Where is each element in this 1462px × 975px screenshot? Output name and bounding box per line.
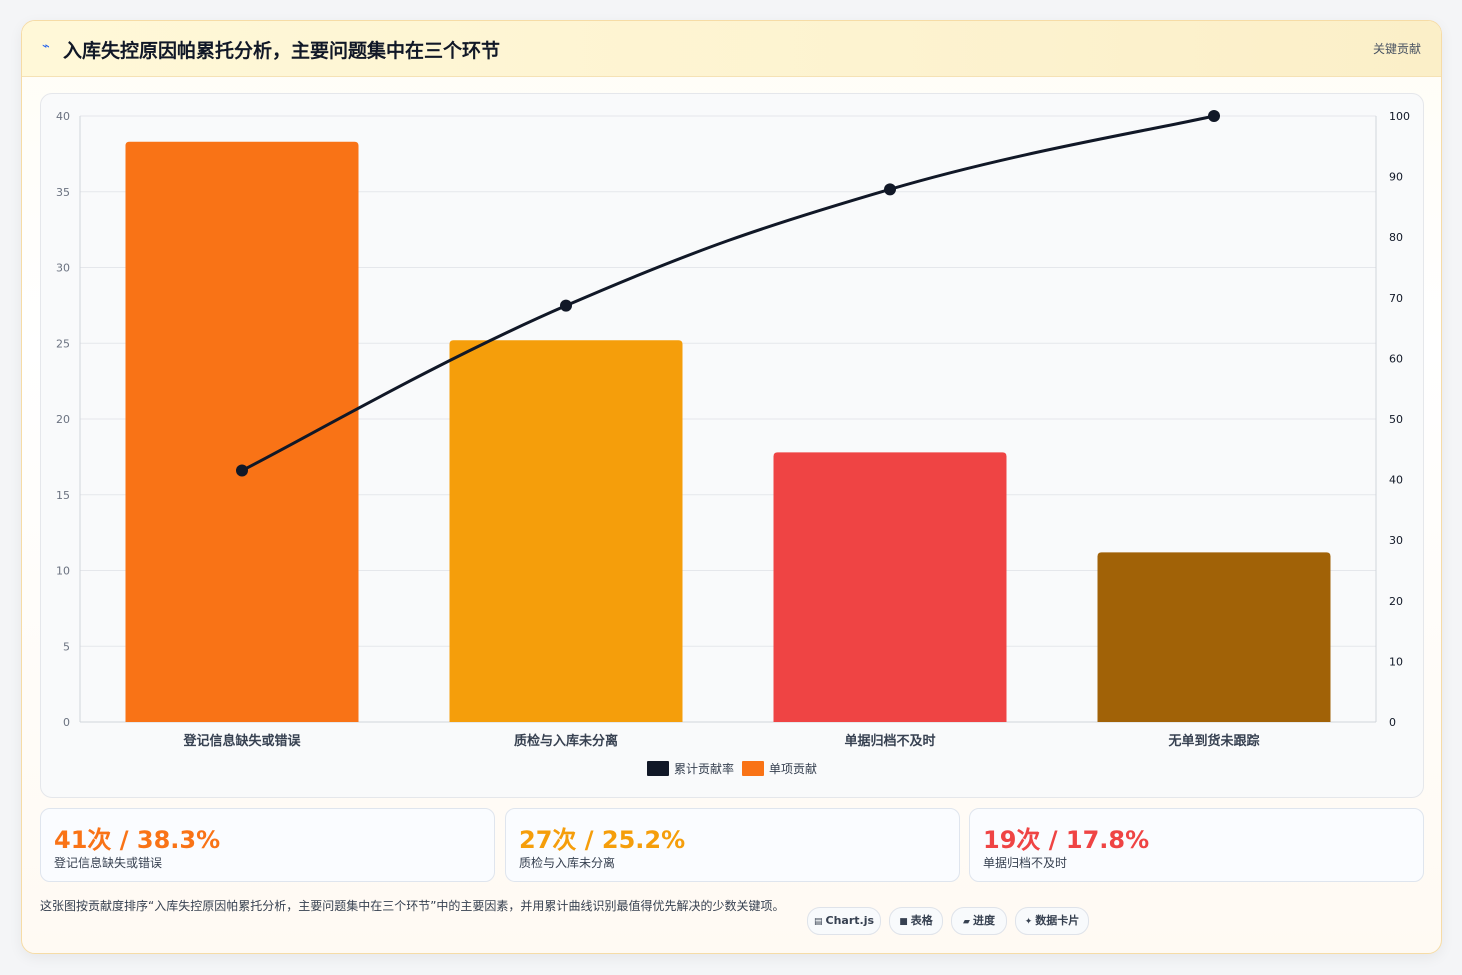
- chip-progress[interactable]: ▰ 进度: [951, 907, 1007, 935]
- y-left-tick-label: 0: [63, 716, 70, 729]
- legend-label: 单项贡献: [769, 761, 817, 776]
- chip-chartjs[interactable]: ▤ Chart.js: [807, 907, 881, 935]
- bar: [125, 141, 359, 722]
- chart-card: ⌁ 入库失控原因帕累托分析，主要问题集中在三个环节 关键贡献 0 5 10 15 20 2…: [21, 20, 1442, 954]
- y-right-tick-label: 50: [1389, 413, 1403, 426]
- bar: [449, 340, 683, 722]
- legend-swatch: [647, 761, 669, 776]
- y-right-tick-label: 60: [1389, 352, 1403, 365]
- stat-value: 27次 / 25.2%: [519, 826, 686, 854]
- bar: [1097, 552, 1331, 722]
- y-right-tick-label: 20: [1389, 595, 1403, 608]
- y-right-tick-label: 30: [1389, 534, 1403, 547]
- chart-description: 这张图按贡献度排序“入库失控原因帕累托分析，主要问题集中在三个环节”中的主要因素…: [40, 899, 785, 913]
- cumulative-line: [241, 114, 1215, 472]
- y-left-tick-label: 10: [56, 565, 70, 578]
- page-title: 入库失控原因帕累托分析，主要问题集中在三个环节: [63, 40, 501, 62]
- cumulative-point: [1208, 110, 1220, 122]
- cumulative-point: [560, 299, 572, 312]
- cumulative-point: [884, 183, 896, 196]
- y-left-tick-label: 30: [56, 262, 70, 275]
- y-left-tick-label: 20: [56, 413, 70, 426]
- legend-swatch: [742, 761, 764, 776]
- y-left-tick-label: 35: [56, 186, 70, 199]
- stat-card-3: 19次 / 17.8% 单据归档不及时: [969, 808, 1424, 882]
- sparkline-icon: ⌁: [42, 39, 50, 54]
- stat-card-2: 27次 / 25.2% 质检与入库未分离: [505, 808, 960, 882]
- cumulative-point: [236, 464, 248, 477]
- progress-icon: ▰: [963, 917, 970, 927]
- stat-value: 41次 / 38.3%: [54, 826, 221, 854]
- chip-data-card[interactable]: ✦ 数据卡片: [1015, 907, 1089, 935]
- y-left-tick-label: 40: [56, 110, 70, 123]
- legend-label: 累计贡献率: [674, 761, 734, 776]
- sparkle-icon: ✦: [1024, 917, 1033, 927]
- stat-label: 单据归档不及时: [983, 856, 1068, 870]
- stat-value: 19次 / 17.8%: [983, 826, 1150, 854]
- y-right-tick-label: 40: [1389, 474, 1403, 487]
- chip-label: 表格: [910, 914, 933, 927]
- table-icon: ■: [899, 917, 908, 927]
- x-tick-label: 登记信息缺失或错误: [182, 733, 301, 749]
- chip-label: 数据卡片: [1035, 914, 1080, 927]
- x-tick-label: 质检与入库未分离: [514, 733, 618, 749]
- chip-label: 进度: [972, 914, 995, 927]
- stat-card-1: 41次 / 38.3% 登记信息缺失或错误: [40, 808, 495, 882]
- y-right-tick-label: 100: [1389, 110, 1410, 123]
- stat-label: 质检与入库未分离: [519, 856, 616, 870]
- y-left-tick-label: 5: [63, 640, 70, 653]
- y-left-tick-label: 25: [56, 337, 70, 350]
- card-header: ⌁ 入库失控原因帕累托分析，主要问题集中在三个环节 关键贡献: [22, 21, 1441, 77]
- y-right-tick-label: 70: [1389, 292, 1403, 305]
- header-tag: 关键贡献: [1372, 42, 1421, 56]
- chip-label: Chart.js: [825, 914, 875, 927]
- y-right-tick-label: 90: [1389, 171, 1403, 184]
- stat-label: 登记信息缺失或错误: [54, 856, 163, 870]
- x-tick-label: 无单到货未跟踪: [1167, 733, 1259, 749]
- chip-table[interactable]: ■ 表格: [889, 907, 943, 935]
- pareto-chart: 0 5 10 15 20 25 30 35 40 0 10 20 30 40 50 60 70 80 90 100 登记…: [56, 110, 1410, 776]
- chart-icon: ▤: [813, 917, 823, 927]
- y-right-tick-label: 0: [1389, 716, 1396, 729]
- y-right-tick-label: 80: [1389, 231, 1403, 244]
- y-left-tick-label: 15: [56, 489, 70, 502]
- chart-panel: 0 5 10 15 20 25 30 35 40 0 10 20 30 40 50 60 70 80 90 100 登记…: [40, 93, 1424, 798]
- x-tick-label: 单据归档不及时: [844, 733, 935, 749]
- bar: [773, 452, 1007, 722]
- y-right-tick-label: 10: [1389, 655, 1403, 668]
